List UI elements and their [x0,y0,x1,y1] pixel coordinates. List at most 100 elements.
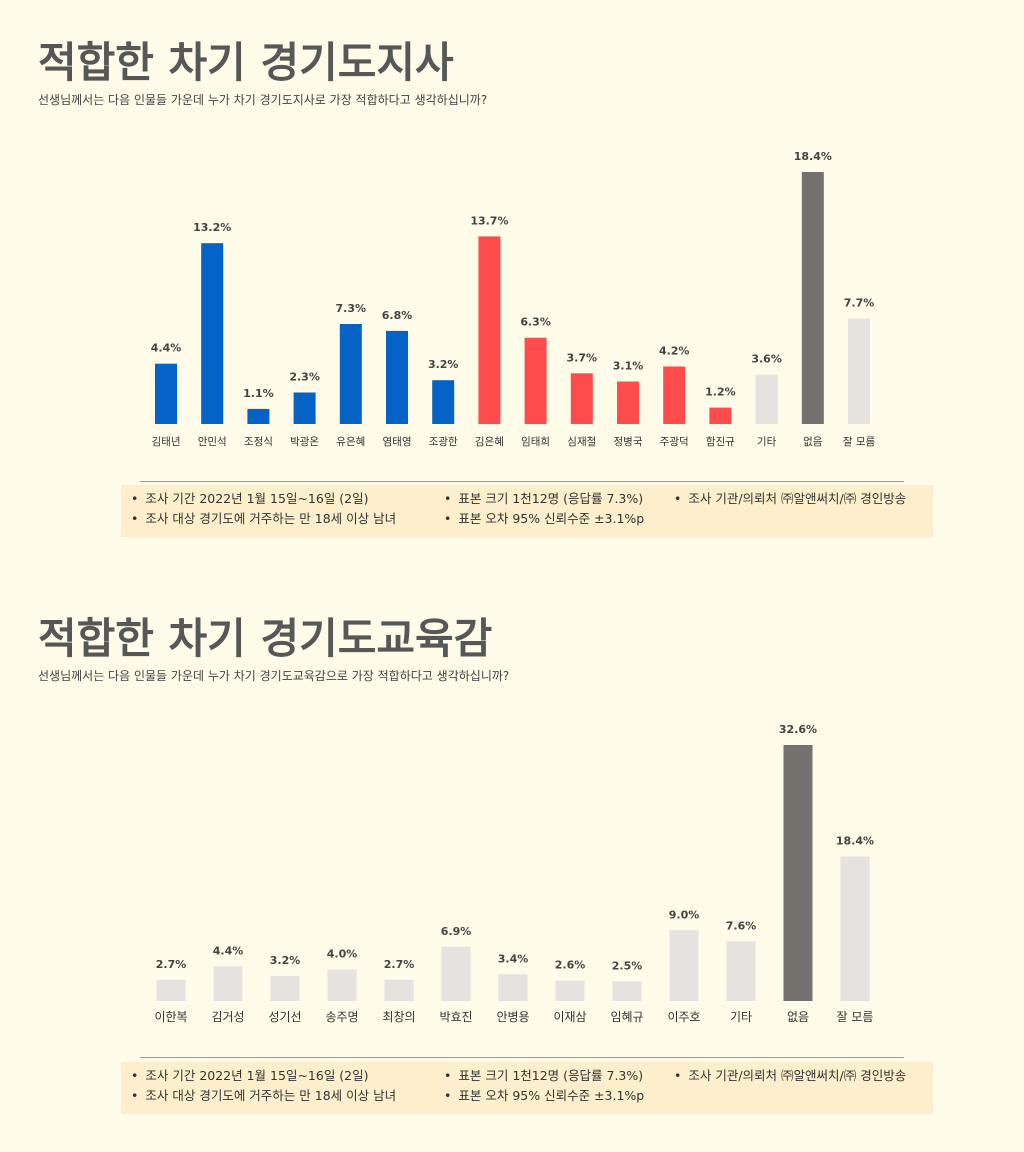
value-label: 2.6% [555,959,586,972]
bar-김은혜 [478,236,501,424]
category-label: 없음 [803,435,823,448]
note-agency: • 조사 기관/의뢰처 ㈜알앤써치/㈜ 경인방송 [674,491,907,506]
page-title-education: 적합한 차기 경기도교육감 [38,614,493,663]
bar-박광온 [293,392,316,424]
bar-안병용 [498,974,528,1001]
category-label: 송주명 [325,1010,358,1024]
bar-최창의 [384,979,414,1001]
value-label: 4.4% [151,342,182,355]
bar-정병국 [617,381,639,424]
category-label: 박광온 [290,436,319,448]
value-label: 3.7% [567,351,598,364]
value-label: 18.4% [794,150,832,163]
category-label: 임혜규 [610,1010,643,1024]
category-label: 조광한 [429,436,458,448]
category-label: 안병용 [496,1010,529,1024]
divider-education [140,1057,904,1058]
bar-조광한 [432,380,455,424]
bar-주광덕 [663,366,686,424]
category-label: 심재철 [567,436,596,448]
bar-잘 모름 [848,318,870,424]
value-label: 7.3% [336,302,367,315]
bar-박효진 [441,946,471,1001]
value-label: 6.9% [441,925,472,938]
category-label: 안민석 [198,436,227,448]
survey-notes-education: • 조사 기간 2022년 1월 15일~16일 (2일) • 조사 대상 경기도에… [121,1062,933,1114]
bar-이한복 [156,979,186,1001]
value-label: 18.4% [836,835,874,848]
value-label: 4.0% [327,948,358,961]
category-label: 기타 [757,436,777,448]
value-label: 1.2% [705,386,736,399]
bar-이재삼 [555,980,585,1001]
value-label: 4.4% [213,944,244,957]
note-sample: • 표본 크기 1천12명 (응답률 7.3%) [444,1068,644,1083]
bar-조정식 [247,408,270,424]
category-label: 성기선 [268,1010,301,1024]
value-label: 4.2% [659,345,690,358]
category-label: 주광덕 [660,436,689,448]
category-label: 잘 모름 [843,436,876,448]
note-target: • 조사 대상 경기도에 거주하는 만 18세 이상 남녀 [131,511,397,526]
category-label: 이재삼 [553,1010,586,1024]
category-label: 염태영 [383,436,412,448]
bar-임혜규 [612,981,642,1001]
category-label: 김태년 [152,436,181,448]
bar-임태희 [524,337,547,424]
note-error: • 표본 오차 95% 신뢰수준 ±3.1%p [444,511,645,526]
bar-기타 [755,374,778,424]
note-period: • 조사 기간 2022년 1월 15일~16일 (2일) [131,1068,369,1083]
category-label: 유은혜 [336,436,365,448]
category-label: 정병국 [614,436,643,448]
value-label: 7.7% [844,297,875,310]
bar-없음 [801,172,824,424]
bar-염태영 [386,330,408,424]
bar-chart-education: 2.7% 이한복 4.4% 김거성 3.2% 성기선 4.0% 송주명 2.7% 최창의 6.9% 박… [154,723,874,1024]
value-label: 2.3% [289,371,320,384]
value-label: 13.2% [193,221,231,234]
bar-없음 [783,745,813,1001]
page-title-governor: 적합한 차기 경기도지사 [38,38,454,87]
value-label: 3.6% [751,353,782,366]
value-label: 2.7% [384,958,415,971]
value-label: 6.8% [382,309,413,322]
bar-이주호 [669,930,699,1001]
value-label: 13.7% [470,214,508,227]
value-label: 1.1% [243,387,274,400]
category-label: 박효진 [439,1010,472,1024]
category-label: 기타 [730,1010,752,1024]
survey-notes-governor: • 조사 기간 2022년 1월 15일~16일 (2일) • 조사 대상 경기도에… [121,485,933,537]
note-sample: • 표본 크기 1천12명 (응답률 7.3%) [444,491,644,506]
bar-함진규 [709,407,732,424]
bar-송주명 [327,969,357,1001]
category-label: 없음 [787,1010,809,1024]
value-label: 6.3% [520,316,551,329]
divider-governor [140,481,904,482]
bar-성기선 [270,975,300,1001]
category-label: 조정식 [244,436,273,448]
category-label: 이한복 [154,1010,187,1024]
category-label: 김거성 [211,1010,244,1024]
subtitle-education: 선생님께서는 다음 인물들 가운데 누가 차기 경기도교육감으로 가장 적합하다… [38,669,510,683]
value-label: 7.6% [726,919,757,932]
note-target: • 조사 대상 경기도에 거주하는 만 18세 이상 남녀 [131,1088,397,1103]
bar-김태년 [155,363,177,424]
subtitle-governor: 선생님께서는 다음 인물들 가운데 누가 차기 경기도지사로 가장 적합하다고 … [38,93,488,107]
value-label: 32.6% [779,723,817,736]
category-label: 임태희 [521,435,550,448]
bar-심재철 [570,373,593,424]
note-agency: • 조사 기관/의뢰처 ㈜알앤써치/㈜ 경인방송 [674,1068,907,1083]
bar-유은혜 [339,324,362,424]
value-label: 2.5% [612,959,643,972]
bar-잘 모름 [840,856,870,1001]
value-label: 3.4% [498,952,529,965]
bar-chart-governor: 4.4% 김태년 13.2% 안민석 1.1% 조정식 2.3% 박광온 7.3% 유은혜 6.8%… [151,150,876,448]
value-label: 3.1% [613,360,644,373]
category-label: 김은혜 [475,436,504,448]
category-label: 최창의 [382,1010,415,1024]
value-label: 3.2% [270,954,301,967]
category-label: 잘 모름 [837,1010,874,1024]
category-label: 이주호 [667,1010,700,1024]
note-error: • 표본 오차 95% 신뢰수준 ±3.1%p [444,1088,645,1103]
bar-기타 [726,941,756,1001]
